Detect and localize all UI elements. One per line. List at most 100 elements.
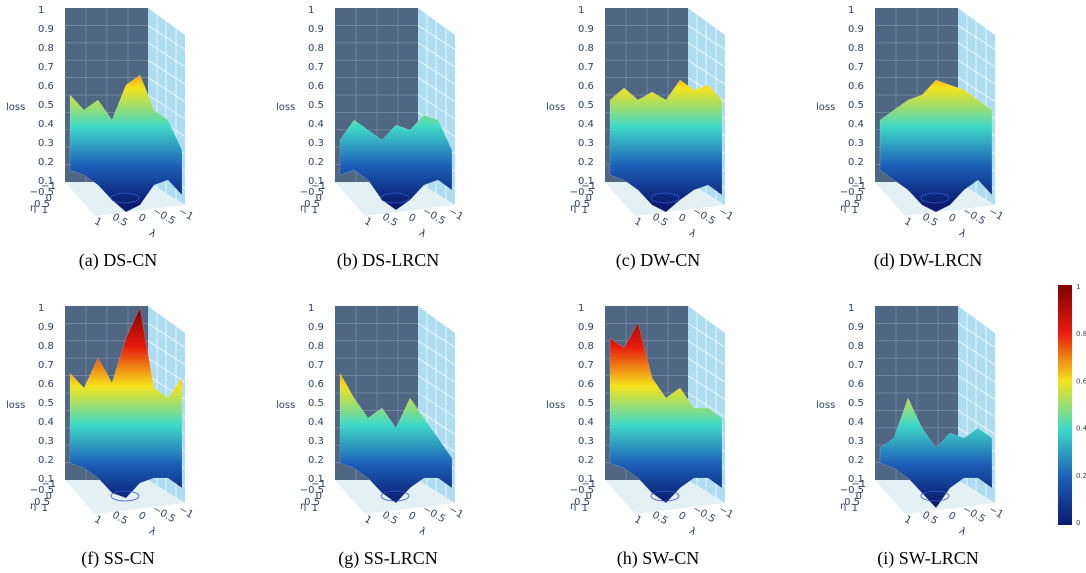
lambda-tick-label: −0.5	[150, 206, 177, 228]
colorbar	[1058, 285, 1072, 525]
lambda-tick-label: 0.5	[650, 212, 669, 229]
eta-tick-label: −1	[311, 479, 326, 490]
eta-tick-label: 1	[312, 205, 318, 216]
loss-surface	[339, 372, 453, 504]
z-tick-label: 0.1	[848, 474, 864, 485]
lambda-axis-label: λ	[687, 526, 698, 539]
z-tick-label: 0.5	[578, 100, 594, 111]
z-tick-label: 0.9	[308, 24, 324, 35]
lambda-tick-label: −1	[447, 206, 465, 223]
eta-tick-label: 0.5	[304, 497, 320, 508]
z-tick-label: 0.1	[38, 474, 54, 485]
lambda-tick-label: 1	[92, 216, 103, 229]
eta-tick-label: 0.5	[574, 199, 590, 210]
z-tick-label: 0.7	[578, 360, 594, 371]
wall-grid	[957, 42, 996, 68]
z-tick-label: 0.6	[38, 81, 54, 92]
loss-surface	[69, 74, 183, 213]
z-tick-label: 0.4	[578, 417, 594, 428]
eta-tick-label: −0.5	[570, 485, 594, 496]
eta-tick-label: 0	[46, 491, 52, 502]
z-tick-label: 0.3	[38, 436, 54, 447]
z-tick-label: 0.7	[308, 360, 324, 371]
lambda-tick-label: 0	[406, 212, 417, 225]
lambda-tick-label: −0.5	[690, 504, 717, 526]
z-tick-label: 0.7	[308, 62, 324, 73]
caption: (i) SW-LRCN	[877, 548, 979, 569]
wall-grid	[687, 323, 726, 348]
eta-axis-label: η	[30, 501, 36, 512]
lambda-tick-label: 1	[362, 216, 373, 229]
eta-tick-label: 0	[586, 491, 592, 502]
eta-tick-label: −1	[41, 181, 56, 192]
eta-tick-label: 1	[42, 205, 48, 216]
wall-grid	[957, 410, 996, 435]
wall-grid	[417, 392, 456, 418]
lambda-tick-label: 1	[632, 216, 643, 229]
lambda-tick-label: 0.5	[110, 212, 129, 229]
lambda-axis-label: λ	[957, 228, 968, 241]
eta-tick-label: −0.5	[840, 485, 864, 496]
z-tick-label: 0.2	[848, 157, 864, 168]
lambda-tick-label: −1	[717, 206, 735, 223]
lambda-tick-label: 0	[136, 212, 147, 225]
colorbar-tick-label: 0.2	[1076, 472, 1086, 480]
eta-tick-label: 0	[316, 193, 322, 204]
caption: (c) DW-CN	[616, 250, 700, 271]
subplot: 10.90.80.70.60.50.40.30.20.1loss−1−0.500…	[816, 5, 1005, 271]
eta-tick-label: 0	[586, 193, 592, 204]
loss-surface	[69, 307, 183, 499]
lambda-tick-label: 1	[92, 514, 103, 527]
z-tick-label: 0.9	[848, 24, 864, 35]
lambda-tick-label: −1	[987, 206, 1005, 223]
lambda-tick-label: −1	[177, 504, 195, 521]
eta-axis-label: η	[30, 203, 36, 214]
contour	[650, 490, 680, 502]
z-tick-label: 0.1	[308, 176, 324, 187]
caption: (d) DW-LRCN	[874, 250, 982, 271]
z-tick-label: 0.6	[308, 81, 324, 92]
z-tick-label: 0.9	[38, 24, 54, 35]
z-axis-label: loss	[546, 102, 565, 113]
lambda-tick-label: 1	[632, 514, 643, 527]
lambda-tick-label: −0.5	[420, 206, 447, 228]
eta-axis-label: η	[300, 203, 306, 214]
z-tick-label: 0.1	[848, 176, 864, 187]
lambda-tick-label: −0.5	[420, 504, 447, 526]
wall-grid	[147, 42, 186, 68]
eta-tick-label: 1	[582, 503, 588, 514]
wall-grid	[687, 340, 726, 366]
z-tick-label: 0.4	[38, 417, 54, 428]
z-tick-label: 0.4	[578, 119, 594, 130]
z-tick-label: 1	[578, 5, 584, 16]
wall-grid	[687, 25, 726, 50]
z-tick-label: 1	[848, 303, 854, 314]
z-tick-label: 0.2	[308, 455, 324, 466]
loss-surface	[879, 79, 993, 213]
lambda-tick-label: −1	[447, 504, 465, 521]
wall-grid	[417, 375, 456, 400]
caption: (g) SS-LRCN	[338, 548, 438, 569]
wall-grid	[687, 42, 726, 68]
lambda-tick-label: 0	[946, 212, 957, 225]
eta-tick-label: 0.5	[34, 497, 50, 508]
lambda-tick-label: 0	[136, 510, 147, 523]
eta-tick-label: 0	[856, 491, 862, 502]
wall-grid	[147, 59, 186, 85]
caption: (a) DS-CN	[79, 250, 158, 271]
eta-tick-label: −1	[581, 181, 596, 192]
lambda-tick-label: 0.5	[650, 510, 669, 527]
z-tick-label: 0.6	[38, 379, 54, 390]
lambda-axis-label: λ	[147, 526, 158, 539]
z-tick-label: 0.5	[848, 100, 864, 111]
z-tick-label: 0.8	[38, 43, 54, 54]
z-tick-label: 0.5	[578, 398, 594, 409]
wall-grid	[417, 77, 456, 102]
subplot: 10.90.80.70.60.50.40.30.20.1loss−1−0.500…	[6, 5, 195, 271]
z-tick-label: 0.2	[848, 455, 864, 466]
z-tick-label: 0.3	[578, 138, 594, 149]
lambda-axis-label: λ	[147, 228, 158, 241]
eta-tick-label: 0.5	[844, 199, 860, 210]
z-tick-label: 0.4	[848, 417, 864, 428]
contour	[920, 490, 950, 502]
